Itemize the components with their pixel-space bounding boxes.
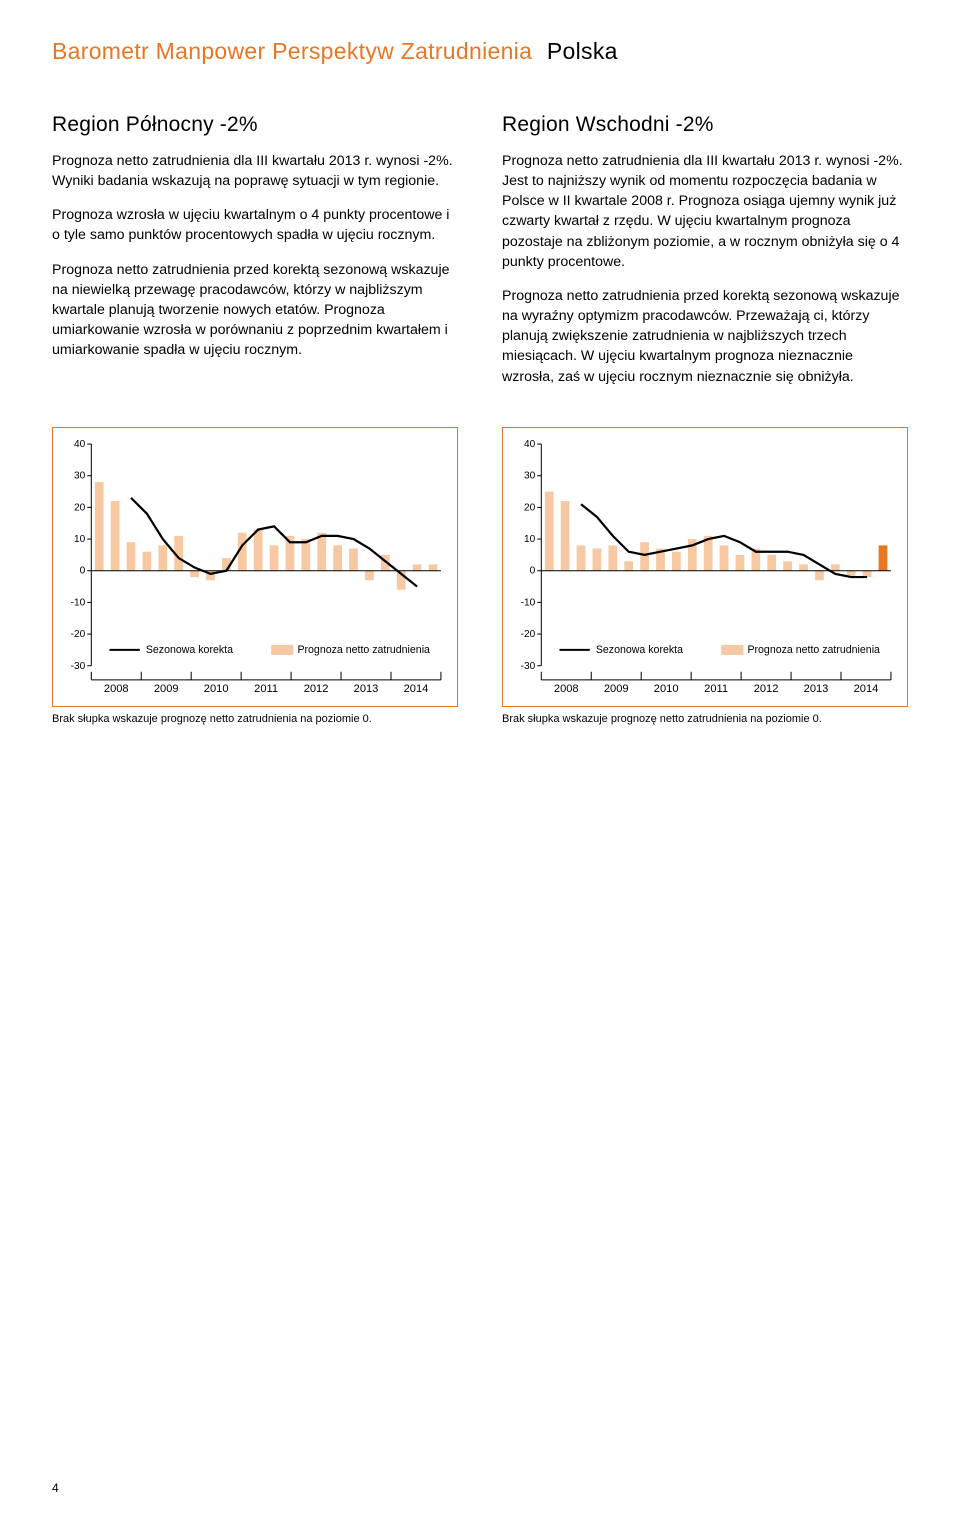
paragraph: Prognoza netto zatrudnienia dla III kwar… bbox=[502, 151, 908, 272]
svg-text:-20: -20 bbox=[71, 629, 86, 640]
page-number: 4 bbox=[52, 1481, 59, 1495]
svg-text:Prognoza netto zatrudnienia: Prognoza netto zatrudnienia bbox=[297, 644, 430, 656]
svg-text:10: 10 bbox=[524, 534, 536, 545]
chart-footnote: Brak słupka wskazuje prognozę netto zatr… bbox=[502, 713, 908, 725]
paragraph: Prognoza netto zatrudnienia przed korekt… bbox=[52, 260, 458, 361]
brand-title: Barometr Manpower Perspektyw Zatrudnieni… bbox=[52, 38, 532, 64]
svg-text:20: 20 bbox=[524, 502, 536, 513]
svg-text:-30: -30 bbox=[71, 660, 86, 671]
svg-text:2009: 2009 bbox=[154, 683, 179, 695]
svg-text:-20: -20 bbox=[521, 629, 536, 640]
right-section-title: Region Wschodni -2% bbox=[502, 113, 908, 137]
svg-text:-30: -30 bbox=[521, 660, 536, 671]
svg-text:Sezonowa korekta: Sezonowa korekta bbox=[146, 644, 233, 656]
svg-text:2014: 2014 bbox=[404, 683, 429, 695]
svg-text:40: 40 bbox=[74, 439, 86, 450]
svg-text:2012: 2012 bbox=[304, 683, 329, 695]
svg-text:40: 40 bbox=[524, 439, 536, 450]
svg-text:Prognoza netto zatrudnienia: Prognoza netto zatrudnienia bbox=[747, 644, 880, 656]
page-header: Barometr Manpower Perspektyw Zatrudnieni… bbox=[52, 38, 908, 65]
left-column: Region Północny -2% Prognoza netto zatru… bbox=[52, 113, 458, 401]
svg-text:Sezonowa korekta: Sezonowa korekta bbox=[596, 644, 683, 656]
svg-text:2011: 2011 bbox=[254, 683, 278, 695]
svg-text:0: 0 bbox=[80, 565, 86, 576]
left-body-text: Prognoza netto zatrudnienia dla III kwar… bbox=[52, 151, 458, 360]
right-column: Region Wschodni -2% Prognoza netto zatru… bbox=[502, 113, 908, 401]
left-chart: -30 -20 -10 0 10 20 30 40 2008 2009 2010 2011 2012 20… bbox=[52, 427, 458, 707]
svg-text:2014: 2014 bbox=[854, 683, 879, 695]
right-chart: -30 -20 -10 0 10 20 30 40 2008 2009 2010 2011 2012 20… bbox=[502, 427, 908, 707]
paragraph: Prognoza netto zatrudnienia dla III kwar… bbox=[52, 151, 458, 191]
svg-text:30: 30 bbox=[74, 470, 86, 481]
svg-text:2010: 2010 bbox=[654, 683, 679, 695]
svg-text:0: 0 bbox=[530, 565, 536, 576]
right-chart-container: -30 -20 -10 0 10 20 30 40 2008 2009 2010 2011 2012 20… bbox=[502, 427, 908, 725]
svg-text:2008: 2008 bbox=[554, 683, 579, 695]
paragraph: Prognoza netto zatrudnienia przed korekt… bbox=[502, 286, 908, 387]
svg-text:2010: 2010 bbox=[204, 683, 229, 695]
svg-text:-10: -10 bbox=[71, 597, 86, 608]
svg-text:2013: 2013 bbox=[354, 683, 379, 695]
svg-text:2011: 2011 bbox=[704, 683, 728, 695]
svg-text:2009: 2009 bbox=[604, 683, 629, 695]
paragraph: Prognoza wzrosła w ujęciu kwartalnym o 4… bbox=[52, 205, 458, 245]
two-column-body: Region Północny -2% Prognoza netto zatru… bbox=[52, 113, 908, 401]
right-body-text: Prognoza netto zatrudnienia dla III kwar… bbox=[502, 151, 908, 387]
svg-text:-10: -10 bbox=[521, 597, 536, 608]
left-section-title: Region Północny -2% bbox=[52, 113, 458, 137]
svg-text:20: 20 bbox=[74, 502, 86, 513]
chart-footnote: Brak słupka wskazuje prognozę netto zatr… bbox=[52, 713, 458, 725]
country-label: Polska bbox=[547, 38, 618, 64]
svg-text:2013: 2013 bbox=[804, 683, 829, 695]
svg-text:2012: 2012 bbox=[754, 683, 779, 695]
svg-text:2008: 2008 bbox=[104, 683, 129, 695]
svg-text:30: 30 bbox=[524, 470, 536, 481]
charts-row: -30-20-100102030402008200920102011201220… bbox=[52, 427, 908, 725]
left-chart-container: -30 -20 -10 0 10 20 30 40 2008 2009 2010 2011 2012 20… bbox=[52, 427, 458, 725]
svg-text:10: 10 bbox=[74, 534, 86, 545]
